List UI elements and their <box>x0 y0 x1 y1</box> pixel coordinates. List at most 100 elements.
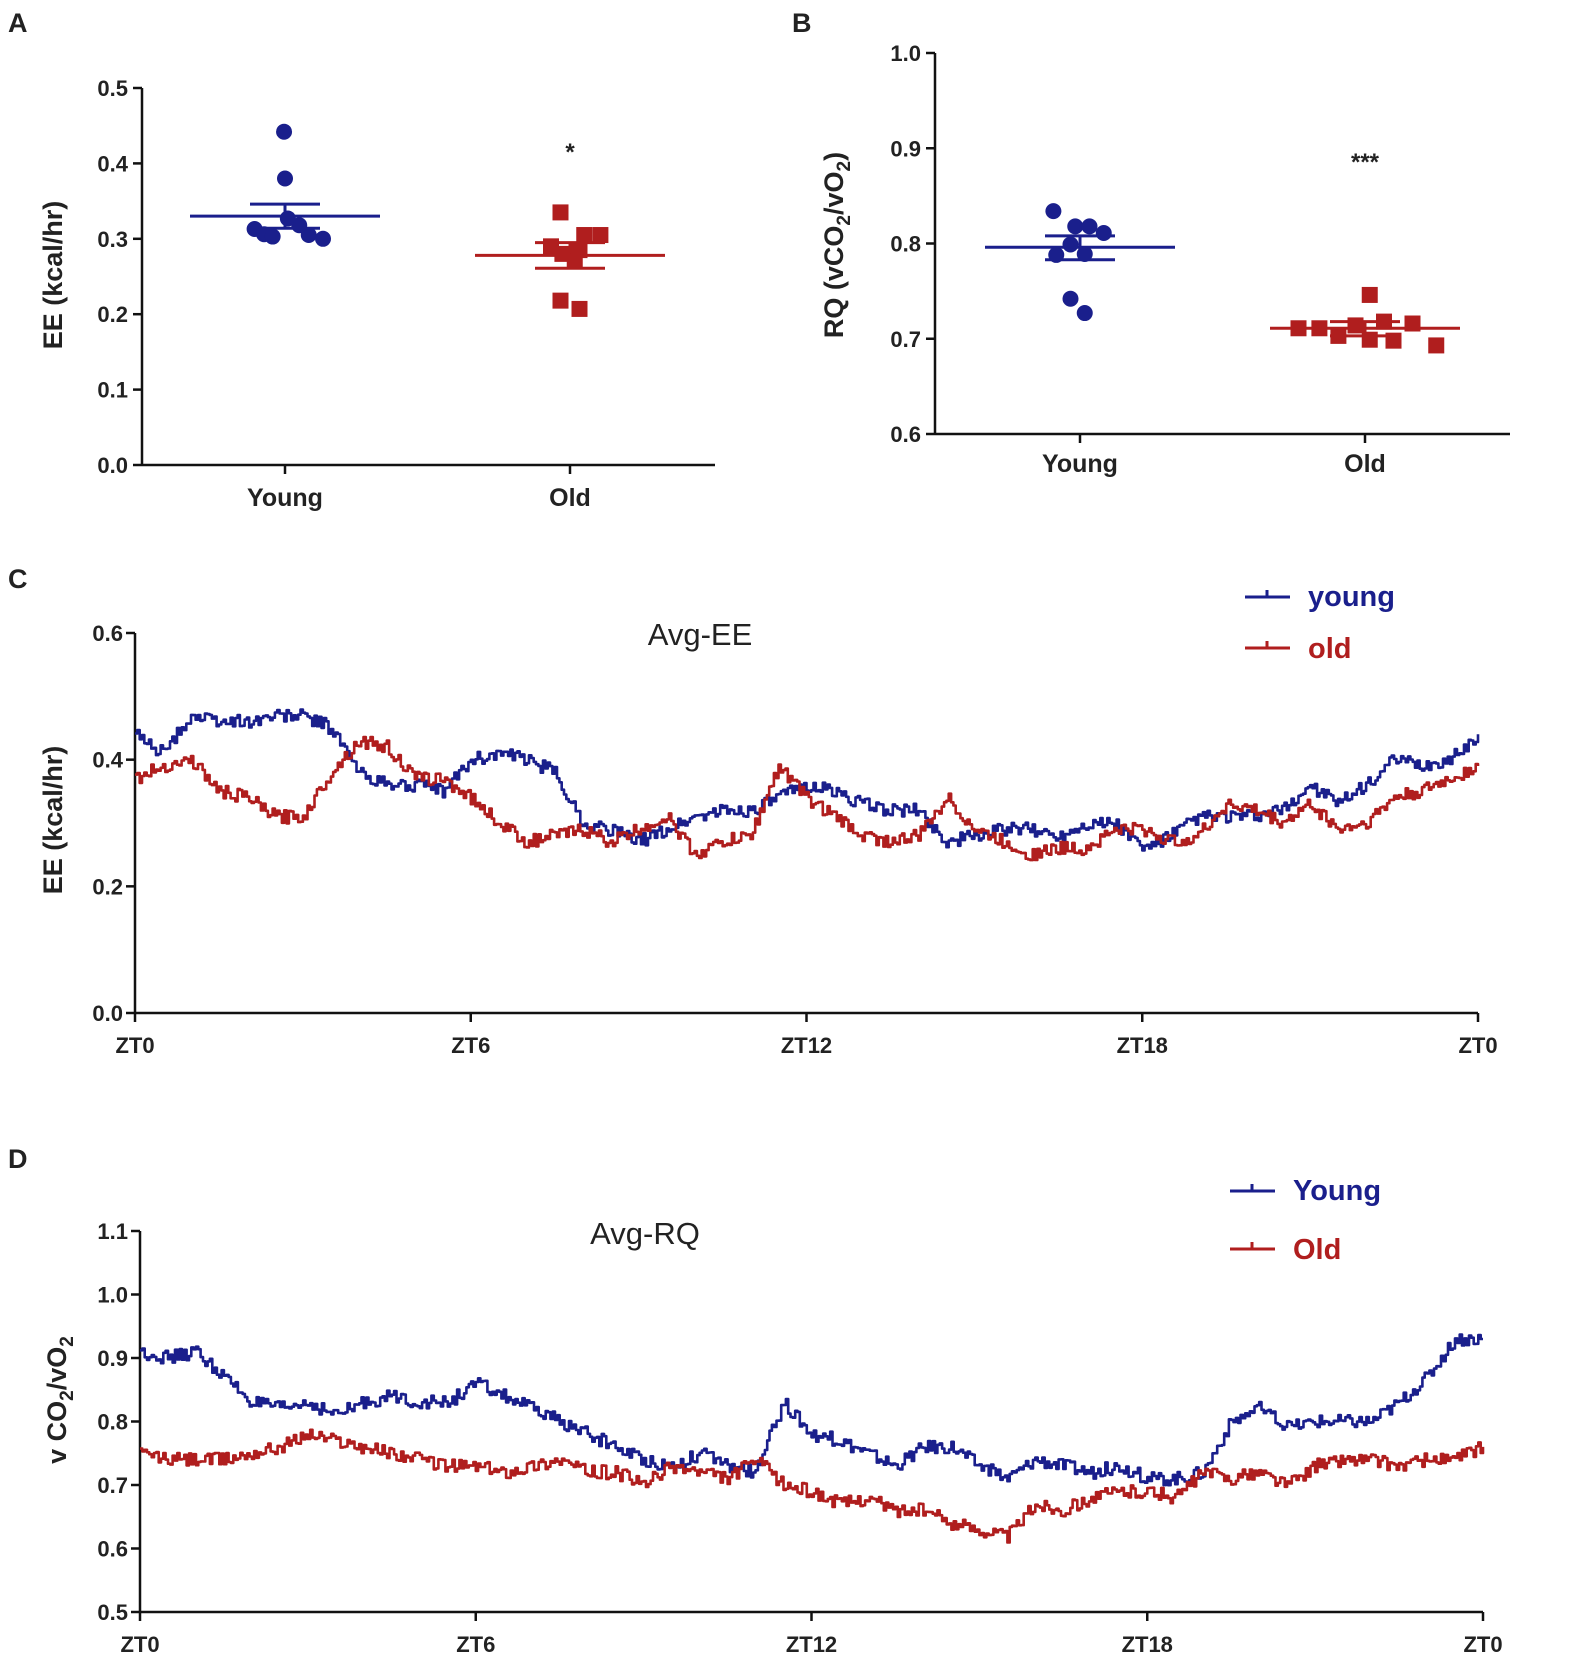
y-tick-label: 0.9 <box>97 1346 128 1371</box>
y-tick-label: 0.5 <box>97 76 128 101</box>
data-point-young <box>1067 218 1084 235</box>
panel-d-title: Avg-RQ <box>590 1216 700 1251</box>
panel-b-y-axis-label: RQ (vCO2/vO2) <box>819 152 855 338</box>
panel-a-category-old: Old <box>549 484 591 512</box>
x-tick-label: ZT0 <box>1463 1632 1502 1657</box>
data-point-old <box>576 227 593 244</box>
panel-letter-d: D <box>8 1144 28 1174</box>
x-tick-label: ZT0 <box>1458 1033 1497 1058</box>
panel-b-marks <box>985 203 1460 354</box>
panel-b-significance-old: *** <box>1351 149 1380 176</box>
data-point-young <box>1062 290 1079 307</box>
data-point-old <box>1361 286 1378 303</box>
data-point-young <box>264 228 281 245</box>
panel-letter-a: A <box>8 8 28 38</box>
y-tick-label: 0.8 <box>890 232 921 257</box>
data-point-old <box>1330 327 1347 344</box>
data-point-old <box>592 227 609 244</box>
data-point-young <box>276 123 293 140</box>
y-tick-label: 0.2 <box>92 874 123 899</box>
y-tick-label: 0.3 <box>97 227 128 252</box>
panel-b-category-old: Old <box>1344 450 1386 478</box>
data-point-old <box>1311 320 1328 337</box>
data-point-young <box>1062 236 1079 253</box>
panel-d-xticks: ZT0 ZT6 ZT12 ZT18 ZT0 <box>120 1612 1503 1657</box>
x-tick-label: ZT6 <box>456 1632 495 1657</box>
data-point-young <box>1081 218 1098 235</box>
series-line-old <box>140 1428 1485 1544</box>
panel-a-ee-scatter: 0.0 0.1 0.2 0.3 0.4 0.5 EE (kcal/hr) Young Ol… <box>38 76 715 512</box>
x-tick-label: ZT12 <box>786 1632 837 1657</box>
panel-d-legend-old-label: Old <box>1293 1234 1341 1266</box>
panel-letter-b: B <box>792 8 812 38</box>
x-tick-label: ZT0 <box>115 1033 154 1058</box>
data-point-young <box>1076 305 1093 322</box>
data-point-young <box>315 230 331 247</box>
panel-b-category-young: Young <box>1042 450 1118 478</box>
panel-c-legend-old-label: old <box>1308 633 1352 665</box>
y-tick-label: 0.6 <box>890 422 921 447</box>
y-tick-label: 0.0 <box>97 453 128 478</box>
series-line-young <box>135 708 1480 852</box>
series-line-young <box>140 1333 1483 1487</box>
y-tick-label: 0.7 <box>890 327 921 352</box>
panel-d-avg-rq-line: 0.5 0.6 0.7 0.8 0.9 1.0 1.1 ZT0 ZT6 ZT12 ZT18 ZT0 … <box>42 1175 1503 1657</box>
x-tick-label: ZT6 <box>451 1033 490 1058</box>
y-tick-label: 0.4 <box>97 151 128 176</box>
panel-c-title: Avg-EE <box>648 617 753 652</box>
data-point-young <box>1048 246 1065 263</box>
panel-a-axes <box>140 88 715 474</box>
data-point-young <box>1076 245 1093 262</box>
data-point-old <box>1347 317 1364 334</box>
panel-c-legend: young old <box>1245 581 1395 665</box>
data-point-old <box>1404 315 1421 332</box>
x-tick-label: ZT12 <box>781 1033 832 1058</box>
panel-b-yticks: 0.6 0.7 0.8 0.9 1.0 <box>890 41 935 447</box>
y-tick-label: 1.0 <box>890 41 921 66</box>
panel-a-marks <box>190 123 665 317</box>
y-tick-label: 1.1 <box>97 1219 128 1244</box>
panel-b-rq-scatter: 0.60.70.80.91.0 RQ (vCO2/vO2) Young Old … <box>819 41 1510 478</box>
panel-c-xticks: ZT0 ZT6 ZT12 ZT18 ZT0 <box>115 1013 1498 1058</box>
data-point-old <box>1376 313 1392 330</box>
panel-letter-c: C <box>8 564 28 594</box>
panel-c-yticks: 0.0 0.2 0.4 0.6 <box>92 621 135 1026</box>
x-tick-label: ZT0 <box>120 1632 159 1657</box>
panel-a-significance-old: * <box>565 139 575 166</box>
panel-d-lines <box>140 1333 1485 1544</box>
data-point-old <box>1428 337 1445 354</box>
panel-c-lines <box>135 708 1480 862</box>
data-point-old <box>571 300 588 317</box>
y-tick-label: 0.6 <box>92 621 123 646</box>
data-point-young <box>277 170 293 187</box>
data-point-young <box>1045 203 1062 220</box>
panel-a-y-axis-label: EE (kcal/hr) <box>38 201 68 350</box>
y-tick-label: 0.6 <box>97 1537 128 1562</box>
panel-a-yticks: 0.0 0.1 0.2 0.3 0.4 0.5 <box>97 76 142 478</box>
data-point-old <box>552 292 569 309</box>
panel-d-legend-young-label: Young <box>1293 1175 1381 1207</box>
data-point-old <box>1361 331 1378 348</box>
y-tick-label: 0.1 <box>97 378 128 403</box>
data-point-young <box>300 227 317 244</box>
panel-d-legend: Young Old <box>1230 1175 1381 1266</box>
x-tick-label: ZT18 <box>1122 1632 1173 1657</box>
y-tick-label: 0.7 <box>97 1473 128 1498</box>
data-point-old <box>1290 320 1307 337</box>
panel-a-category-young: Young <box>247 484 323 512</box>
panel-d-y-axis-label: v CO2/vO2 <box>42 1336 78 1464</box>
y-tick-label: 0.4 <box>92 748 123 773</box>
y-tick-label: 1.0 <box>97 1283 128 1308</box>
data-point-old <box>554 245 571 262</box>
panel-c-y-axis-label: EE (kcal/hr) <box>38 746 68 895</box>
panel-c-legend-young-label: young <box>1308 581 1395 613</box>
data-point-old <box>552 204 569 221</box>
y-tick-label: 0.8 <box>97 1410 128 1435</box>
y-tick-label: 0.9 <box>890 136 921 161</box>
series-line-old <box>135 735 1480 862</box>
x-tick-label: ZT18 <box>1117 1033 1168 1058</box>
panel-c-avg-ee-line: 0.0 0.2 0.4 0.6 ZT0 ZT6 ZT12 ZT18 ZT0 Avg-EE EE… <box>38 581 1498 1058</box>
y-tick-label: 0.2 <box>97 302 128 327</box>
panel-d-yticks: 0.5 0.6 0.7 0.8 0.9 1.0 1.1 <box>97 1219 140 1625</box>
